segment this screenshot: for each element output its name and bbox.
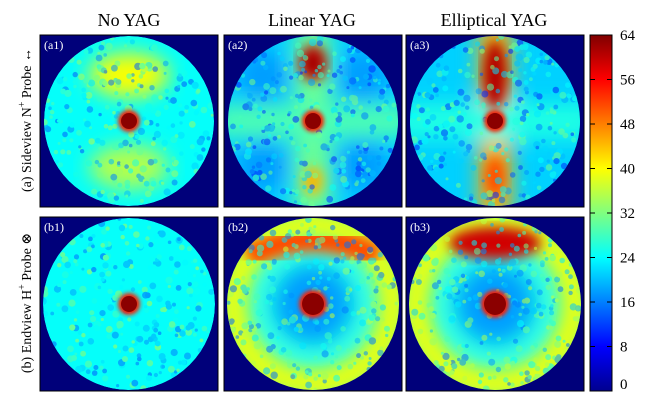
central-spot	[484, 293, 506, 315]
panel-b1: (b1)	[39, 216, 219, 392]
colorbar-ticks: 0 8 16 24 32 40 48 56 64	[590, 28, 636, 393]
detector-image	[409, 218, 581, 390]
colorbar-tick-label: 64	[620, 28, 636, 44]
panel-label: (a1)	[44, 38, 63, 52]
colorbar-tick-label: 48	[620, 117, 635, 133]
column-title-2: Linear YAG	[268, 10, 356, 30]
column-title-1: No YAG	[98, 10, 161, 30]
row-label-b-sup: +	[17, 284, 28, 290]
row-label-a-tail: Probe ↔	[20, 48, 35, 102]
central-spot	[121, 296, 137, 312]
row-label-b: (b) Endview H+ Probe ⊗	[17, 233, 35, 373]
panel-b3: (b3)	[405, 216, 585, 392]
panel-b2: (b2)	[223, 216, 403, 392]
detector-image	[410, 36, 580, 206]
row-label-b-tail: Probe ⊗	[20, 233, 35, 284]
panel-grid: (a1) (a2) (a3) (b1) (b2) (b3)	[39, 34, 585, 392]
row-label-b-text: (b) Endview H	[20, 290, 35, 373]
colorbar-tick-label: 56	[620, 73, 636, 89]
central-spot	[302, 293, 324, 315]
colorbar: 0 8 16 24 32 40 48 56 64	[589, 28, 636, 393]
panel-a1: (a1)	[39, 34, 219, 208]
detector-image	[227, 218, 399, 390]
panel-label: (b3)	[410, 220, 430, 234]
row-label-a-text: (a) Sideview N	[20, 107, 35, 192]
colorbar-tick-label: 16	[620, 295, 636, 311]
colorbar-tick-label: 24	[620, 251, 636, 267]
central-spot	[487, 113, 503, 129]
svg-text:(a) Sideview N+ Probe ↔: (a) Sideview N+ Probe ↔	[17, 48, 35, 192]
detector-image	[43, 218, 215, 390]
colorbar-tick-label: 32	[620, 206, 635, 222]
colorbar-tick-label: 40	[620, 162, 635, 178]
row-label-a: (a) Sideview N+ Probe ↔	[17, 48, 35, 192]
column-title-3: Elliptical YAG	[441, 10, 548, 30]
svg-text:(b) Endview H+ Probe ⊗: (b) Endview H+ Probe ⊗	[17, 233, 35, 373]
central-spot	[121, 113, 137, 129]
panel-a2: (a2)	[223, 34, 403, 208]
panel-label: (b1)	[44, 220, 64, 234]
colorbar-tick-label: 8	[620, 340, 628, 356]
colorbar-tick-label: 0	[620, 377, 628, 393]
panel-label: (a2)	[228, 38, 247, 52]
row-label-a-sup: +	[17, 101, 28, 107]
detector-image	[44, 36, 214, 206]
panel-a3: (a3)	[405, 34, 585, 208]
panel-label: (a3)	[410, 38, 429, 52]
central-spot	[305, 113, 321, 129]
panel-label: (b2)	[228, 220, 248, 234]
detector-image	[228, 36, 398, 206]
